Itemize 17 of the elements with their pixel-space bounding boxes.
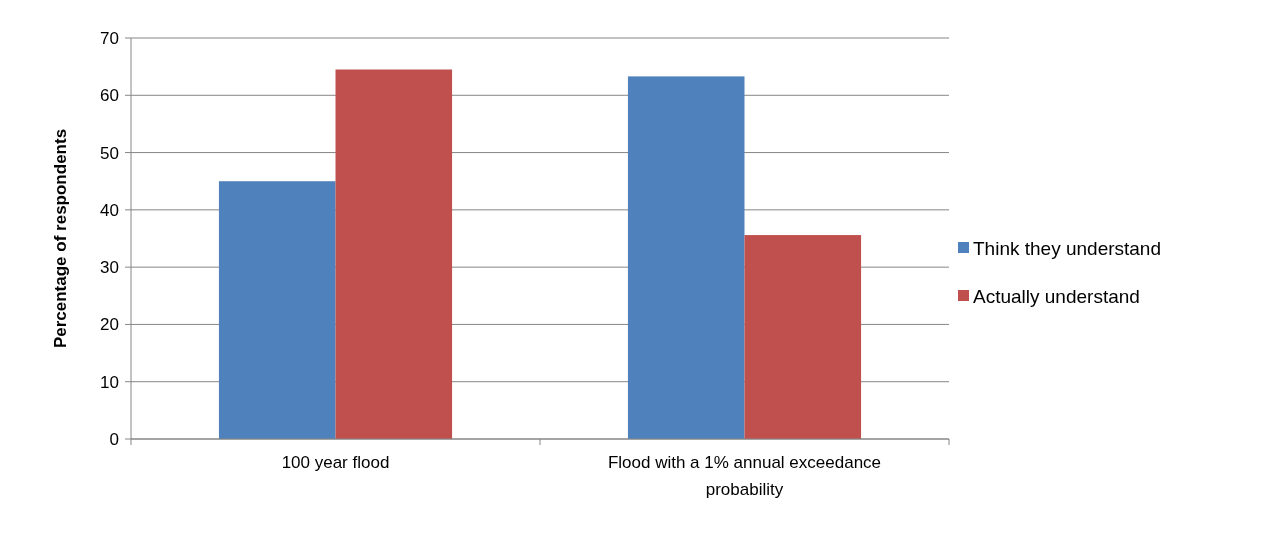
y-tick-label: 40 [100, 200, 119, 220]
y-axis-title: Percentage of respondents [51, 128, 70, 349]
legend-label: Actually understand [973, 285, 1140, 307]
y-tick-label: 50 [100, 143, 119, 163]
bar [335, 69, 453, 439]
y-tick-label: 30 [100, 258, 119, 278]
x-tick-label: Flood with a 1% annual exceedance probability [607, 453, 882, 499]
y-tick-label: 70 [100, 28, 119, 48]
y-tick-label: 60 [100, 86, 119, 106]
legend-label: Think they understand [973, 237, 1162, 259]
y-tick-label: 20 [100, 315, 119, 335]
y-tick-label: 10 [100, 372, 119, 392]
bar [744, 235, 862, 439]
x-tick-label: 100 year flood [281, 453, 390, 472]
bar [218, 181, 336, 439]
bar [627, 76, 745, 439]
y-tick-label: 0 [109, 429, 119, 449]
